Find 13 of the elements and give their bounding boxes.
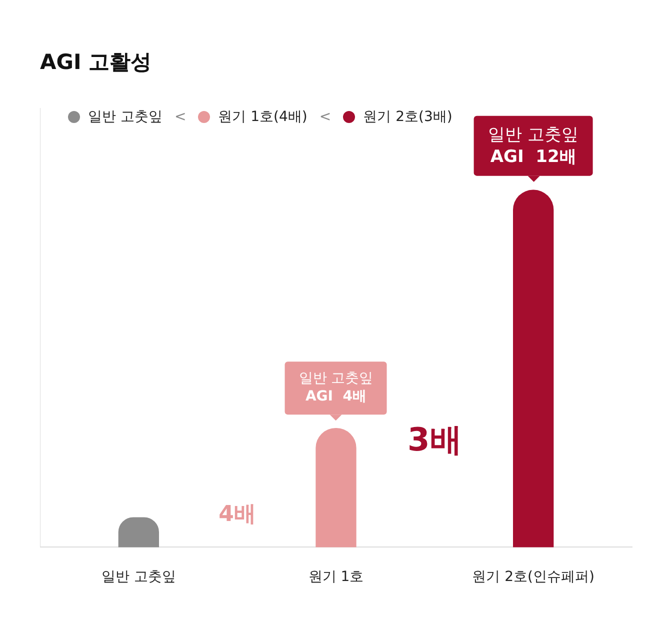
annotation: 일반 고춧잎 AGI 4배: [298, 370, 374, 406]
x-tick-label: 원기 1호: [308, 569, 364, 586]
x-tick-label: 원기 2호(인슈페퍼): [472, 569, 594, 586]
annotation: 4배: [218, 502, 256, 527]
annotation: 3배: [408, 420, 462, 459]
legend-label: 원기 1호(4배): [218, 108, 308, 126]
legend-label: 원기 2호(3배): [363, 108, 452, 126]
annotation: 일반 고춧잎 AGI 12배: [488, 124, 579, 168]
x-tick-label: 일반 고춧잎: [101, 569, 176, 586]
chart-title: AGI 고활성: [40, 49, 152, 76]
text: <: [174, 109, 186, 125]
text: <: [319, 109, 332, 125]
legend-label: 일반 고춧잎: [88, 108, 162, 126]
